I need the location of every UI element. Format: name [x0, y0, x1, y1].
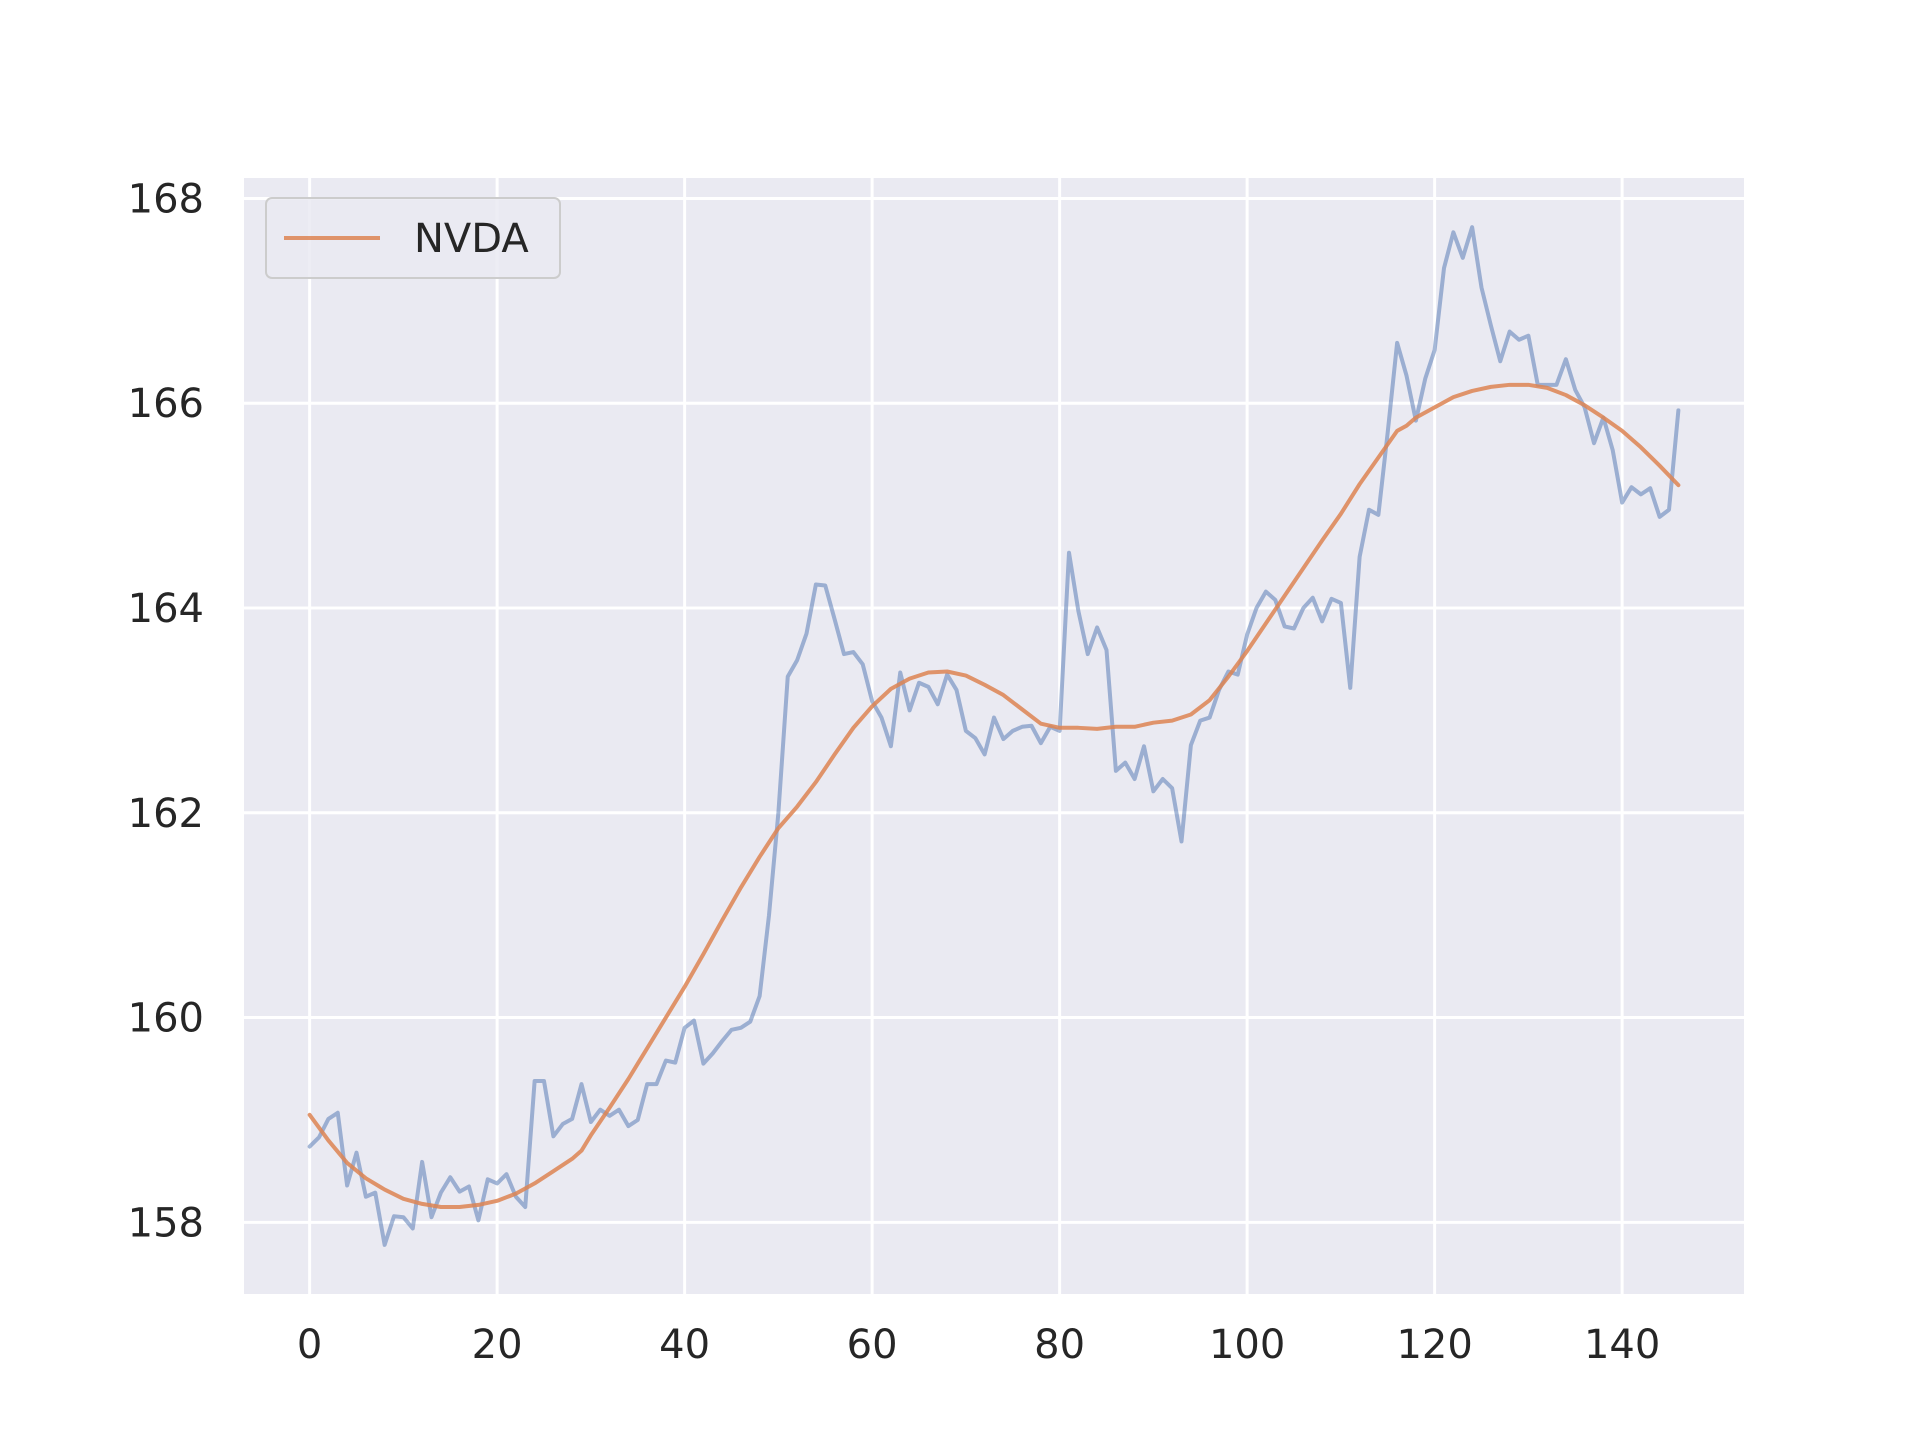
- series-line-nvda: [307, 382, 1681, 1209]
- legend: NVDA: [265, 197, 561, 279]
- y-tick-label: 160: [128, 996, 204, 1042]
- y-tick-label: 166: [128, 381, 204, 427]
- series-lines: [307, 225, 1681, 1247]
- plot-area: [244, 178, 1744, 1294]
- y-tick-label: 164: [128, 586, 204, 632]
- x-tick-label: 80: [1034, 1322, 1085, 1368]
- x-tick-label: 0: [297, 1322, 322, 1368]
- x-tick-label: 40: [659, 1322, 710, 1368]
- x-tick-label: 140: [1584, 1322, 1660, 1368]
- x-tick-label: 100: [1209, 1322, 1285, 1368]
- legend-label-nvda: NVDA: [414, 216, 529, 262]
- tick-labels: 0 20 40 60 80 100 120 140 158 160 162 164 166 168: [128, 176, 1661, 1368]
- x-tick-label: 20: [472, 1322, 523, 1368]
- x-tick-label: 120: [1396, 1322, 1472, 1368]
- x-tick-label: 60: [847, 1322, 898, 1368]
- grid-lines: [244, 178, 1744, 1294]
- y-tick-label: 168: [128, 176, 204, 222]
- legend-box: [265, 197, 561, 279]
- y-tick-label: 162: [128, 791, 204, 837]
- series-line-raw: [307, 225, 1681, 1247]
- y-tick-label: 158: [128, 1200, 204, 1246]
